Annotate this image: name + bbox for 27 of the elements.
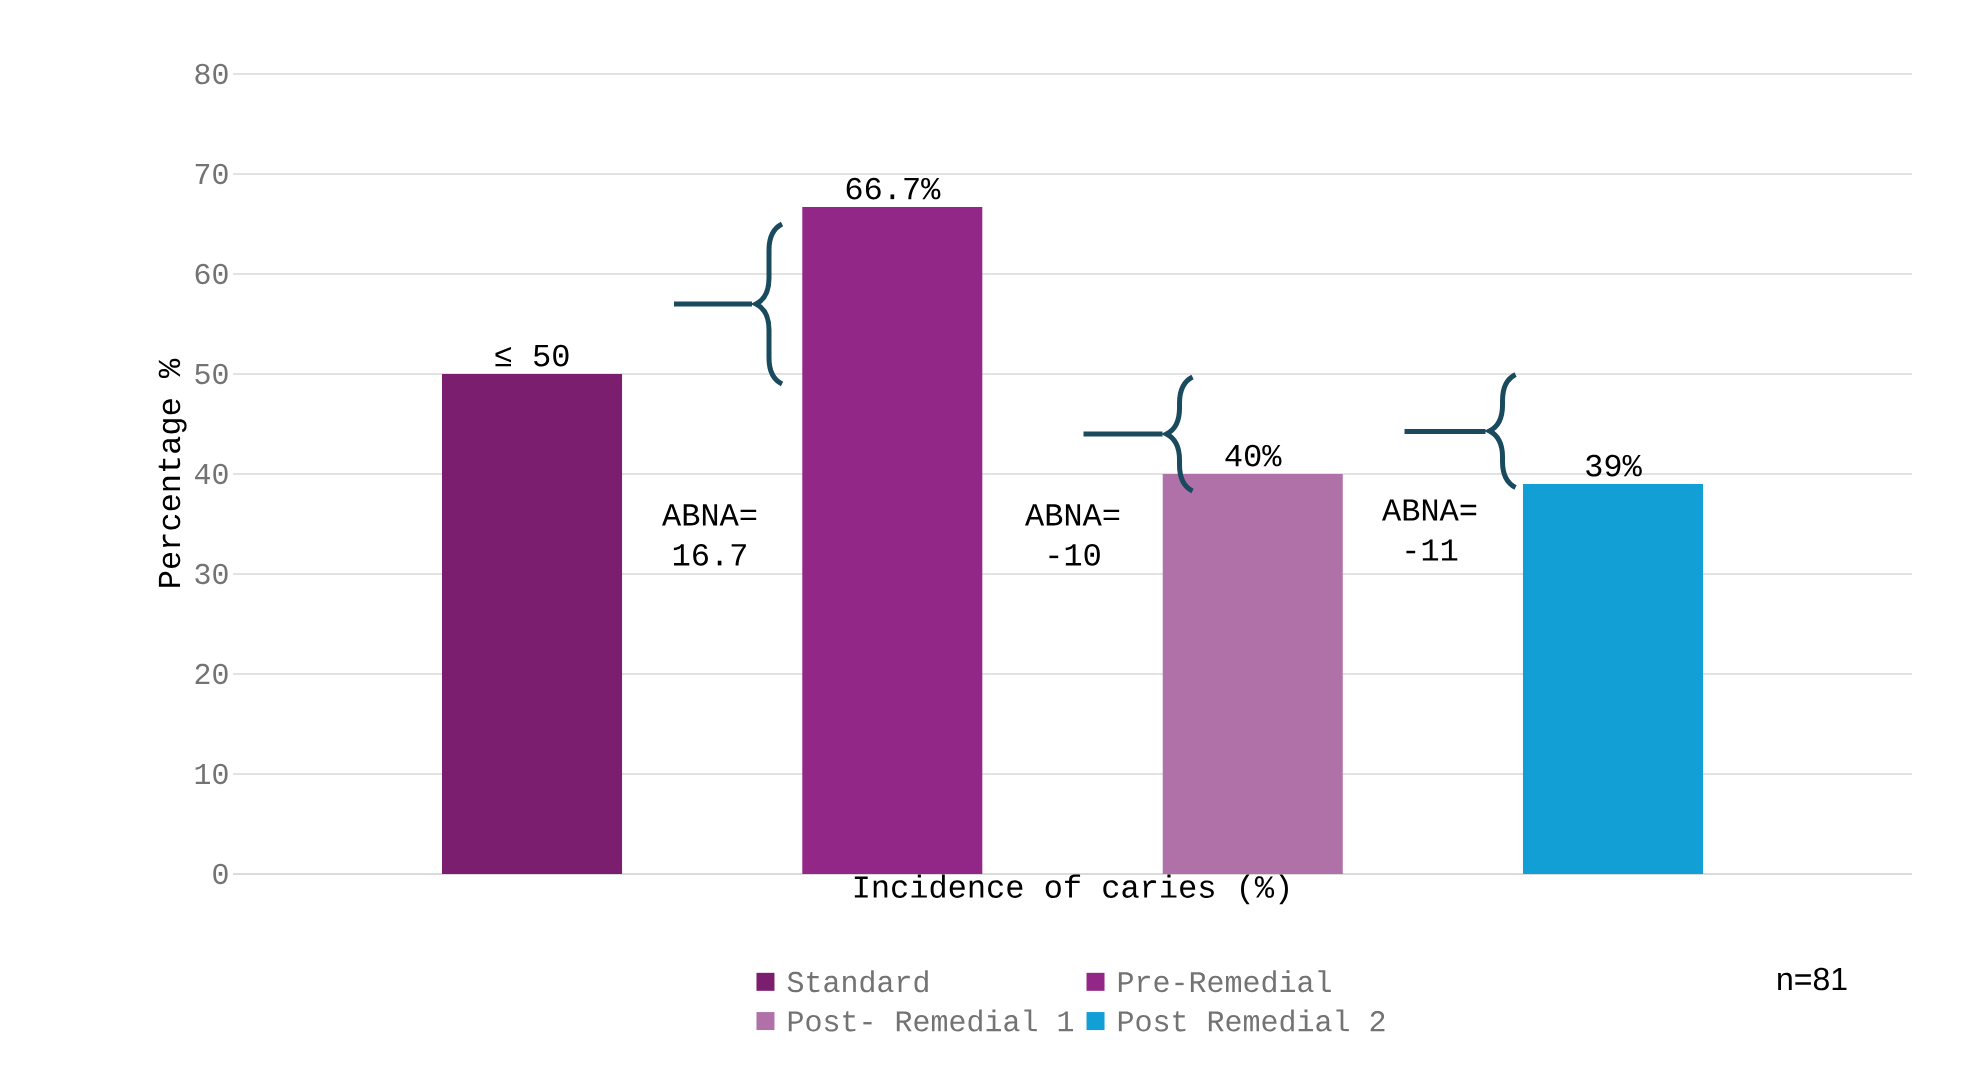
data-label: 40% bbox=[1225, 444, 1282, 467]
y-tick-label: 80 bbox=[195, 63, 228, 85]
y-axis-title: Percentage % bbox=[158, 358, 187, 587]
data-label: 66.7% bbox=[846, 177, 941, 200]
data-label: ≤ 50 bbox=[495, 344, 569, 367]
annotation: ABNA= -10 bbox=[1025, 504, 1120, 566]
y-tick-label: 70 bbox=[195, 163, 228, 185]
bar bbox=[1162, 473, 1343, 874]
legend-label: Pre-Remedial bbox=[1118, 970, 1331, 993]
bar bbox=[802, 206, 983, 874]
text: n=81 bbox=[1778, 967, 1847, 991]
y-tick-label: 30 bbox=[195, 563, 228, 585]
data-label: 39% bbox=[1586, 454, 1642, 477]
x-axis-title: Incidence of caries (%) bbox=[854, 874, 1288, 905]
annotation: ABNA= 16.7 bbox=[662, 504, 757, 566]
legend-label: Standard bbox=[787, 970, 928, 993]
y-tick-label: 40 bbox=[194, 463, 228, 485]
legend-label: Post Remedial 2 bbox=[1118, 1009, 1385, 1032]
legend-label: Post- Remedial 1 bbox=[788, 1009, 1074, 1032]
bar bbox=[441, 373, 623, 874]
annotation: ABNA= -11 bbox=[1382, 499, 1477, 561]
y-tick-label: 10 bbox=[195, 763, 228, 785]
bar bbox=[1522, 484, 1704, 874]
y-tick-label: 50 bbox=[195, 363, 228, 385]
y-tick-label: 0 bbox=[213, 863, 228, 885]
y-tick-label: 20 bbox=[195, 663, 228, 685]
y-tick-label: 60 bbox=[195, 263, 228, 285]
